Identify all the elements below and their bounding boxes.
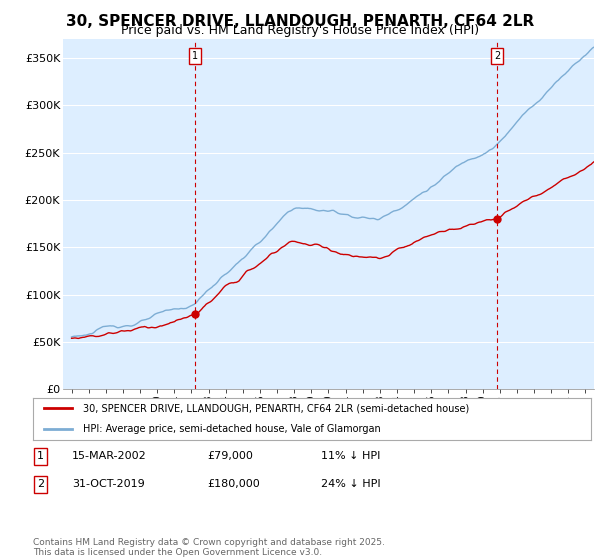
Text: £79,000: £79,000 [207,451,253,461]
Text: HPI: Average price, semi-detached house, Vale of Glamorgan: HPI: Average price, semi-detached house,… [83,424,381,434]
Text: Contains HM Land Registry data © Crown copyright and database right 2025.
This d: Contains HM Land Registry data © Crown c… [33,538,385,557]
Text: 15-MAR-2002: 15-MAR-2002 [72,451,147,461]
Text: 2: 2 [494,51,500,61]
Text: 30, SPENCER DRIVE, LLANDOUGH, PENARTH, CF64 2LR: 30, SPENCER DRIVE, LLANDOUGH, PENARTH, C… [66,14,534,29]
Text: 1: 1 [37,451,44,461]
Text: Price paid vs. HM Land Registry's House Price Index (HPI): Price paid vs. HM Land Registry's House … [121,24,479,37]
Text: 2: 2 [37,479,44,489]
Text: 11% ↓ HPI: 11% ↓ HPI [321,451,380,461]
Text: 1: 1 [192,51,198,61]
Text: 24% ↓ HPI: 24% ↓ HPI [321,479,380,489]
Text: 31-OCT-2019: 31-OCT-2019 [72,479,145,489]
Text: £180,000: £180,000 [207,479,260,489]
Text: 30, SPENCER DRIVE, LLANDOUGH, PENARTH, CF64 2LR (semi-detached house): 30, SPENCER DRIVE, LLANDOUGH, PENARTH, C… [83,403,469,413]
